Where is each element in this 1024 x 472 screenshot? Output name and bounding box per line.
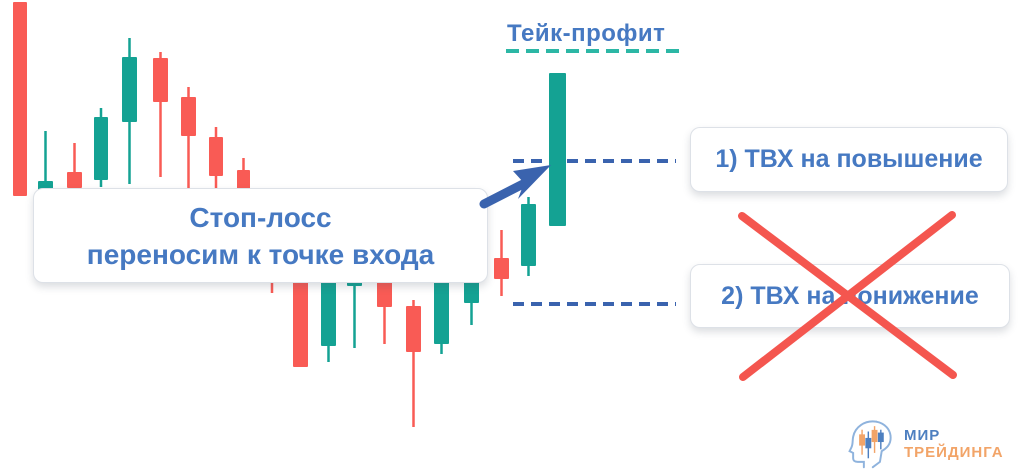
candle-bull bbox=[38, 131, 53, 190]
candle-bull bbox=[94, 108, 108, 187]
stop-loss-callout: Стоп-лосс переносим к точке входа bbox=[33, 188, 488, 283]
candle-bear bbox=[181, 87, 196, 188]
logo-text-mir: МИР bbox=[904, 427, 941, 444]
entry-up-label: 1) ТВХ на повышение bbox=[715, 145, 983, 173]
candle-bear bbox=[67, 143, 82, 188]
candle-bear bbox=[406, 300, 421, 427]
entry-arrow-shaft bbox=[479, 177, 532, 209]
entry-down-callout: 2) ТВХ на понижение bbox=[690, 264, 1010, 328]
candle-bull bbox=[521, 197, 536, 276]
mir-trading-logo: МИР ТРЕЙДИНГА bbox=[844, 419, 1004, 469]
stop-loss-callout-line1: Стоп-лосс bbox=[189, 201, 332, 233]
entry-arrow-head bbox=[513, 165, 551, 199]
candle-bear bbox=[209, 127, 223, 190]
head-with-candles-icon bbox=[848, 420, 892, 469]
candle-bull bbox=[122, 38, 137, 184]
candle-bear bbox=[153, 52, 168, 177]
candle-bear bbox=[13, 2, 27, 196]
entry-down-label: 2) ТВХ на понижение bbox=[721, 281, 979, 310]
candle-bear bbox=[494, 230, 509, 296]
candle-bull bbox=[549, 73, 566, 226]
stop-loss-callout-line2: переносим к точке входа bbox=[86, 238, 435, 270]
logo-text-trading: ТРЕЙДИНГА bbox=[904, 444, 1004, 461]
entry-up-callout: 1) ТВХ на повышение bbox=[690, 127, 1008, 192]
take-profit-label: Тейк-профит bbox=[507, 20, 666, 47]
